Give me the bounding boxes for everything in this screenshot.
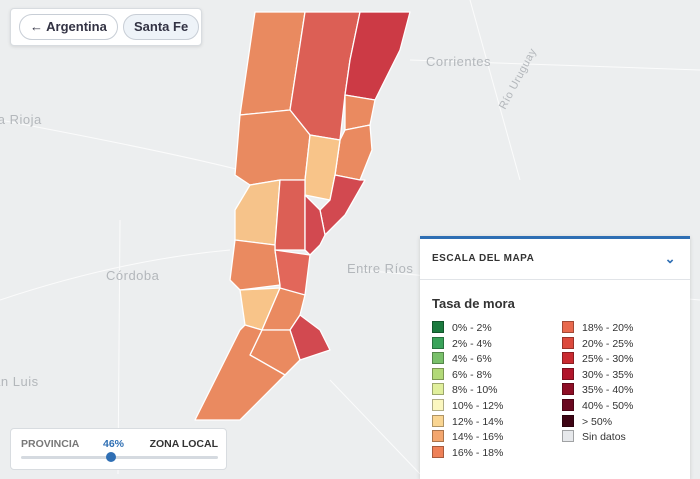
legend-swatch — [432, 352, 444, 365]
legend-header[interactable]: ESCALA DEL MAPA ⌄ — [420, 239, 690, 280]
department[interactable] — [229, 239, 281, 291]
legend-swatch — [432, 383, 444, 396]
legend-label: 4% - 6% — [452, 353, 492, 366]
legend-item: 40% - 50% — [562, 399, 633, 413]
collapse-icon[interactable]: ⌄ — [664, 251, 676, 266]
legend-swatch — [432, 367, 444, 380]
legend-item: 0% - 2% — [432, 321, 492, 335]
legend-item: 10% - 12% — [432, 399, 503, 413]
back-button[interactable]: ← Argentina — [19, 14, 118, 40]
legend-item: 30% - 35% — [562, 367, 634, 382]
breadcrumb: ← Argentina Santa Fe — [10, 8, 202, 46]
department[interactable] — [234, 179, 281, 246]
legend-swatch — [432, 336, 444, 349]
legend-item: 35% - 40% — [562, 383, 633, 397]
legend-label: 18% - 20% — [582, 322, 634, 334]
map-label: Entre Ríos — [347, 261, 413, 276]
legend-label: 10% - 12% — [452, 400, 504, 412]
legend-swatch — [432, 430, 444, 443]
departments — [194, 11, 411, 421]
legend-swatch — [432, 445, 444, 458]
legend-item: 8% - 10% — [432, 383, 498, 397]
legend-swatch — [562, 321, 574, 333]
legend-swatch — [562, 430, 574, 443]
breadcrumb-item[interactable]: Argentina — [46, 19, 107, 34]
legend-title: ESCALA DEL MAPA — [432, 253, 535, 264]
legend-label: 40% - 50% — [582, 400, 634, 412]
legend-label: 12% - 14% — [452, 415, 504, 428]
legend-swatch — [432, 399, 444, 411]
legend-label: 16% - 18% — [452, 446, 504, 459]
department[interactable] — [304, 194, 326, 256]
legend-item: 16% - 18% — [432, 445, 504, 460]
legend-item: Sin datos — [562, 430, 626, 444]
department[interactable] — [234, 109, 311, 186]
department[interactable] — [319, 174, 366, 236]
legend-swatch — [562, 367, 574, 380]
legend-label: 2% - 4% — [452, 337, 492, 350]
legend-label: 6% - 8% — [452, 368, 492, 381]
legend-item: 14% - 16% — [432, 430, 503, 444]
map-label: Corrientes — [426, 54, 491, 69]
legend-label: 0% - 2% — [452, 322, 492, 334]
legend-label: 30% - 35% — [582, 368, 634, 381]
legend-swatch — [562, 352, 574, 365]
legend-swatch — [562, 383, 574, 396]
legend-item: 4% - 6% — [432, 352, 492, 366]
legend-subtitle: Tasa de mora — [432, 296, 515, 311]
department[interactable] — [274, 179, 306, 251]
legend-label: 25% - 30% — [582, 353, 634, 366]
legend-item: 2% - 4% — [432, 336, 492, 351]
slider-right-label: ZONA LOCAL — [149, 438, 218, 450]
slider-left-label: PROVINCIA — [21, 438, 80, 450]
legend-label: 35% - 40% — [582, 384, 634, 397]
slider-track[interactable] — [21, 456, 218, 459]
legend-swatch — [432, 414, 444, 427]
legend-item: 18% - 20% — [562, 321, 633, 335]
legend-swatch — [562, 414, 574, 427]
legend-label: 8% - 10% — [452, 384, 498, 397]
legend-label: 14% - 16% — [452, 431, 504, 444]
slider-value: 46% — [103, 438, 125, 450]
legend-swatch — [562, 399, 574, 411]
legend-label: 20% - 25% — [582, 337, 634, 350]
map-label: La Rioja — [0, 112, 42, 127]
department[interactable] — [194, 324, 286, 421]
legend-panel: ESCALA DEL MAPA ⌄ Tasa de mora 0% - 2% 2% … — [420, 236, 690, 479]
legend-label: > 50% — [582, 415, 613, 428]
legend-item: 25% - 30% — [562, 352, 633, 366]
legend-item: 12% - 14% — [432, 414, 504, 429]
breadcrumb-current[interactable]: Santa Fe — [123, 14, 200, 40]
slider-handle[interactable] — [106, 452, 116, 462]
legend-item: 6% - 8% — [432, 367, 492, 382]
map-label: Río Uruguay — [497, 46, 539, 111]
slider-panel: PROVINCIA 46% ZONA LOCAL — [10, 428, 227, 470]
legend-item: 20% - 25% — [562, 336, 634, 351]
legend-swatch — [562, 336, 574, 349]
legend-label: Sin datos — [582, 431, 626, 444]
legend-swatch — [432, 321, 444, 333]
department[interactable] — [289, 314, 331, 361]
legend-item: > 50% — [562, 414, 613, 429]
map-label: Córdoba — [106, 268, 160, 283]
map-label: San Luis — [0, 374, 39, 389]
